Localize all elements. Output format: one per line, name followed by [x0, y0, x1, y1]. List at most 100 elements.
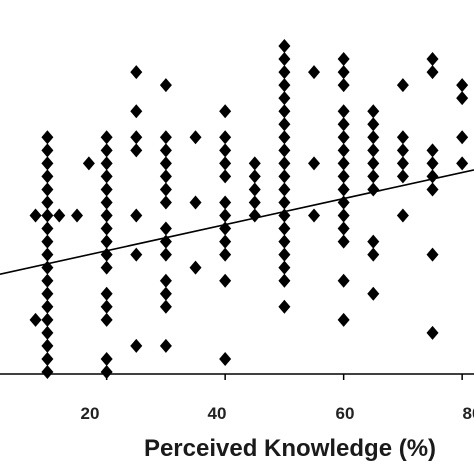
data-point [367, 234, 380, 249]
data-point [159, 247, 172, 262]
x-tick-label: 80 [463, 404, 474, 423]
data-point [278, 78, 291, 93]
data-point [219, 247, 232, 262]
data-point [100, 195, 113, 210]
data-point [367, 143, 380, 158]
data-point [41, 234, 54, 249]
data-point [456, 91, 469, 106]
data-point [159, 338, 172, 353]
data-point [41, 143, 54, 158]
data-point [41, 351, 54, 366]
data-point [367, 104, 380, 119]
data-point [219, 130, 232, 145]
data-point [130, 65, 143, 80]
data-points [29, 39, 469, 379]
data-point [100, 312, 113, 327]
data-point [337, 273, 350, 288]
data-point [41, 312, 54, 327]
data-point [100, 169, 113, 184]
data-point [159, 299, 172, 314]
x-ticks [105, 374, 463, 380]
data-point [367, 286, 380, 301]
data-point [219, 156, 232, 171]
data-point [337, 143, 350, 158]
data-point [248, 195, 261, 210]
data-point [219, 273, 232, 288]
data-point [41, 338, 54, 353]
data-point [159, 182, 172, 197]
data-point [41, 130, 54, 145]
data-point [71, 208, 84, 223]
data-point [189, 260, 202, 275]
data-point [337, 221, 350, 236]
data-point [29, 208, 42, 223]
data-point [426, 65, 439, 80]
data-point [41, 325, 54, 340]
data-point [219, 169, 232, 184]
data-point [278, 221, 291, 236]
data-point [41, 273, 54, 288]
data-point [41, 169, 54, 184]
data-point [337, 104, 350, 119]
data-point [308, 156, 321, 171]
data-point [130, 247, 143, 262]
data-point [426, 169, 439, 184]
data-point [396, 143, 409, 158]
data-point [248, 182, 261, 197]
data-point [100, 351, 113, 366]
data-point [41, 182, 54, 197]
data-point [337, 312, 350, 327]
data-point [130, 208, 143, 223]
data-point [189, 130, 202, 145]
data-point [82, 156, 95, 171]
data-point [337, 182, 350, 197]
data-point [219, 234, 232, 249]
data-point [100, 143, 113, 158]
data-point [130, 338, 143, 353]
data-point [41, 156, 54, 171]
data-point [159, 156, 172, 171]
data-point [100, 156, 113, 171]
data-point [426, 182, 439, 197]
data-point [396, 208, 409, 223]
data-point [337, 117, 350, 132]
data-point [41, 247, 54, 262]
data-point [396, 130, 409, 145]
data-point [100, 208, 113, 223]
data-point [278, 65, 291, 80]
data-point [278, 117, 291, 132]
data-point [367, 130, 380, 145]
data-point [130, 104, 143, 119]
data-point [100, 234, 113, 249]
data-point [100, 286, 113, 301]
data-point [100, 130, 113, 145]
data-point [426, 325, 439, 340]
data-point [219, 143, 232, 158]
data-point [130, 143, 143, 158]
data-point [456, 78, 469, 93]
data-point [159, 221, 172, 236]
data-point [278, 91, 291, 106]
data-point [248, 169, 261, 184]
data-point [100, 260, 113, 275]
x-tick-label: 60 [336, 404, 355, 423]
data-point [426, 156, 439, 171]
data-point [426, 247, 439, 262]
data-point [367, 182, 380, 197]
data-point [278, 104, 291, 119]
data-point [337, 208, 350, 223]
data-point [248, 208, 261, 223]
data-point [308, 208, 321, 223]
x-axis-title: Perceived Knowledge (%) [144, 435, 436, 462]
data-point [426, 52, 439, 67]
data-point [41, 286, 54, 301]
data-point [159, 273, 172, 288]
data-point [367, 169, 380, 184]
data-point [100, 182, 113, 197]
data-point [278, 260, 291, 275]
data-point [337, 52, 350, 67]
data-point [337, 234, 350, 249]
data-point [278, 143, 291, 158]
data-point [337, 156, 350, 171]
data-point [396, 169, 409, 184]
